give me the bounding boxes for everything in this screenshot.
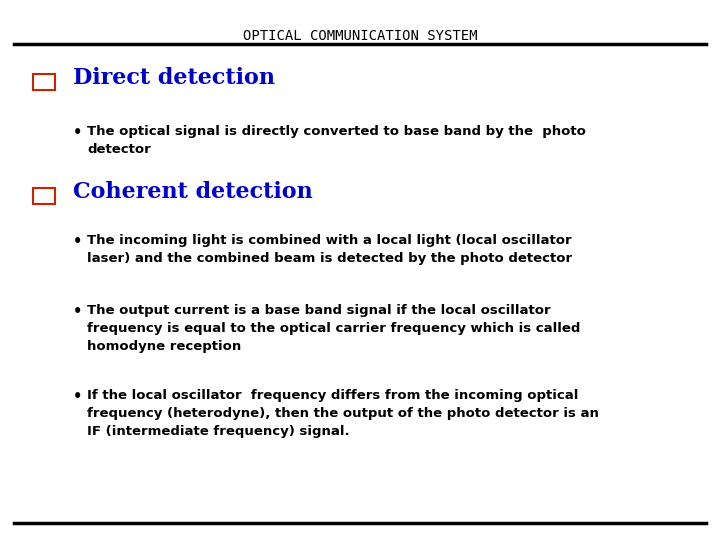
Text: •: • — [73, 234, 83, 249]
Text: If the local oscillator  frequency differs from the incoming optical
frequency (: If the local oscillator frequency differ… — [87, 389, 599, 438]
Text: The optical signal is directly converted to base band by the  photo
detector: The optical signal is directly converted… — [87, 125, 586, 156]
Text: •: • — [73, 389, 83, 404]
Text: •: • — [73, 303, 83, 319]
FancyBboxPatch shape — [33, 73, 55, 90]
Text: The incoming light is combined with a local light (local oscillator
laser) and t: The incoming light is combined with a lo… — [87, 234, 572, 265]
Text: OPTICAL COMMUNICATION SYSTEM: OPTICAL COMMUNICATION SYSTEM — [243, 29, 477, 43]
Text: Coherent detection: Coherent detection — [73, 181, 313, 203]
FancyBboxPatch shape — [33, 187, 55, 204]
Text: The output current is a base band signal if the local oscillator
frequency is eq: The output current is a base band signal… — [87, 303, 580, 353]
Text: Direct detection: Direct detection — [73, 67, 275, 89]
Text: •: • — [73, 125, 83, 140]
